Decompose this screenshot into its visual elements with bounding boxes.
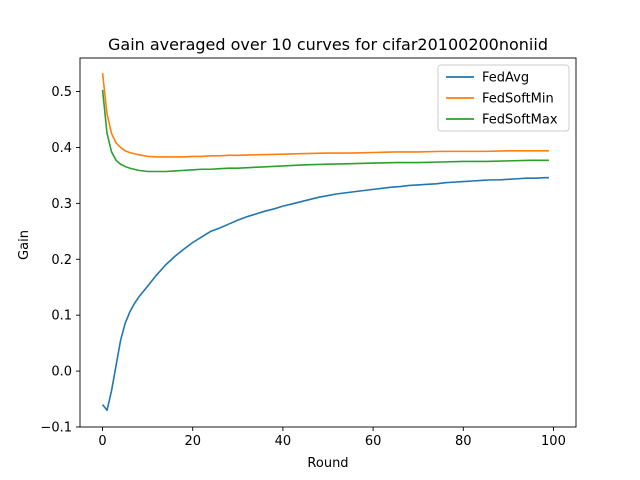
x-tick-label: 60	[365, 434, 382, 449]
y-tick-label: −0.1	[40, 421, 72, 436]
y-tick-label: 0.5	[51, 85, 72, 100]
x-tick-label: 80	[455, 434, 472, 449]
y-tick-label: 0.1	[51, 309, 72, 324]
y-tick-label: 0.0	[51, 365, 72, 380]
y-tick-label: 0.2	[51, 253, 72, 268]
chart-title: Gain averaged over 10 curves for cifar20…	[108, 35, 548, 54]
x-axis-label: Round	[307, 456, 348, 471]
axes-frame	[79, 57, 577, 428]
x-tick-label: 40	[275, 434, 292, 449]
series-line-fedsoftmax	[101, 89, 549, 173]
x-tick-label: 100	[541, 434, 566, 449]
y-tick-label: 0.3	[51, 197, 72, 212]
x-tick-label: 20	[184, 434, 201, 449]
y-tick-label: 0.4	[51, 141, 72, 156]
legend-box	[437, 64, 570, 132]
legend-label-fedsoftmax: FedSoftMax	[482, 113, 558, 128]
y-axis-label: Gain	[17, 230, 32, 260]
legend-label-fedavg: FedAvg	[482, 71, 529, 86]
x-tick-label: 0	[98, 434, 106, 449]
plot-area: 0 20 40 60 80 100 −0.1 0.0 0.1 0.2 0.3 0.4 0.5 FedAvg…	[40, 57, 577, 449]
legend-label-fedsoftmin: FedSoftMin	[482, 92, 554, 107]
series-line-fedsoftmin	[101, 73, 549, 158]
series-line-fedavg	[101, 176, 549, 412]
